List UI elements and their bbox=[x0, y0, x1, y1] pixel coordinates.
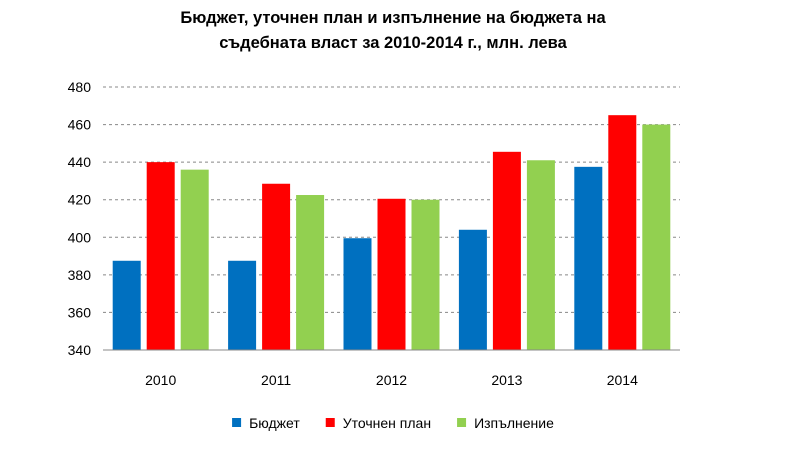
bar-2010-3 bbox=[180, 169, 209, 350]
y-tick-label: 380 bbox=[68, 267, 92, 283]
legend: Бюджет Уточнен план Изпълнение bbox=[232, 415, 554, 431]
bar-2011-2 bbox=[262, 183, 291, 350]
x-tick-label: 2013 bbox=[491, 372, 522, 388]
y-axis: 340 360 380 400 420 440 460 480 bbox=[68, 79, 92, 358]
bar-2010-1 bbox=[112, 260, 141, 350]
legend-swatch bbox=[232, 418, 242, 427]
x-tick-label: 2010 bbox=[145, 372, 176, 388]
bars bbox=[112, 115, 671, 350]
bar-2012-3 bbox=[411, 199, 440, 350]
bar-2011-1 bbox=[228, 260, 257, 350]
chart-title: Бюджет, уточнен план и изпълнение на бюд… bbox=[0, 6, 786, 56]
bar-2012-2 bbox=[377, 198, 406, 350]
bar-2012-1 bbox=[343, 238, 372, 350]
x-tick-label: 2011 bbox=[261, 372, 291, 388]
legend-label: Бюджет bbox=[249, 415, 300, 431]
x-axis: 2010 2011 2012 2013 2014 bbox=[103, 349, 680, 388]
bar-2013-1 bbox=[458, 229, 487, 350]
legend-swatch bbox=[457, 418, 467, 427]
chart-title-line-1: Бюджет, уточнен план и изпълнение на бюд… bbox=[180, 9, 606, 27]
x-tick-label: 2014 bbox=[607, 372, 638, 388]
y-tick-label: 340 bbox=[68, 342, 92, 358]
x-tick-label: 2012 bbox=[376, 372, 407, 388]
bar-2014-1 bbox=[574, 166, 603, 350]
y-tick-label: 420 bbox=[68, 192, 92, 208]
bar-2014-3 bbox=[642, 124, 671, 350]
bar-2013-2 bbox=[492, 151, 521, 350]
y-tick-label: 460 bbox=[68, 117, 92, 133]
legend-label: Изпълнение bbox=[474, 415, 554, 431]
legend-swatch bbox=[325, 418, 335, 427]
y-tick-label: 360 bbox=[68, 304, 92, 320]
bar-2010-2 bbox=[146, 162, 175, 350]
chart-title-line-2: съдебната власт за 2010-2014 г., млн. ле… bbox=[219, 34, 567, 52]
y-tick-label: 440 bbox=[68, 154, 92, 170]
y-tick-label: 400 bbox=[68, 229, 92, 245]
legend-label: Уточнен план bbox=[343, 415, 431, 431]
bar-2011-3 bbox=[296, 195, 325, 350]
y-tick-label: 480 bbox=[68, 79, 92, 95]
bar-2013-3 bbox=[526, 160, 555, 350]
bar-2014-2 bbox=[608, 115, 637, 350]
